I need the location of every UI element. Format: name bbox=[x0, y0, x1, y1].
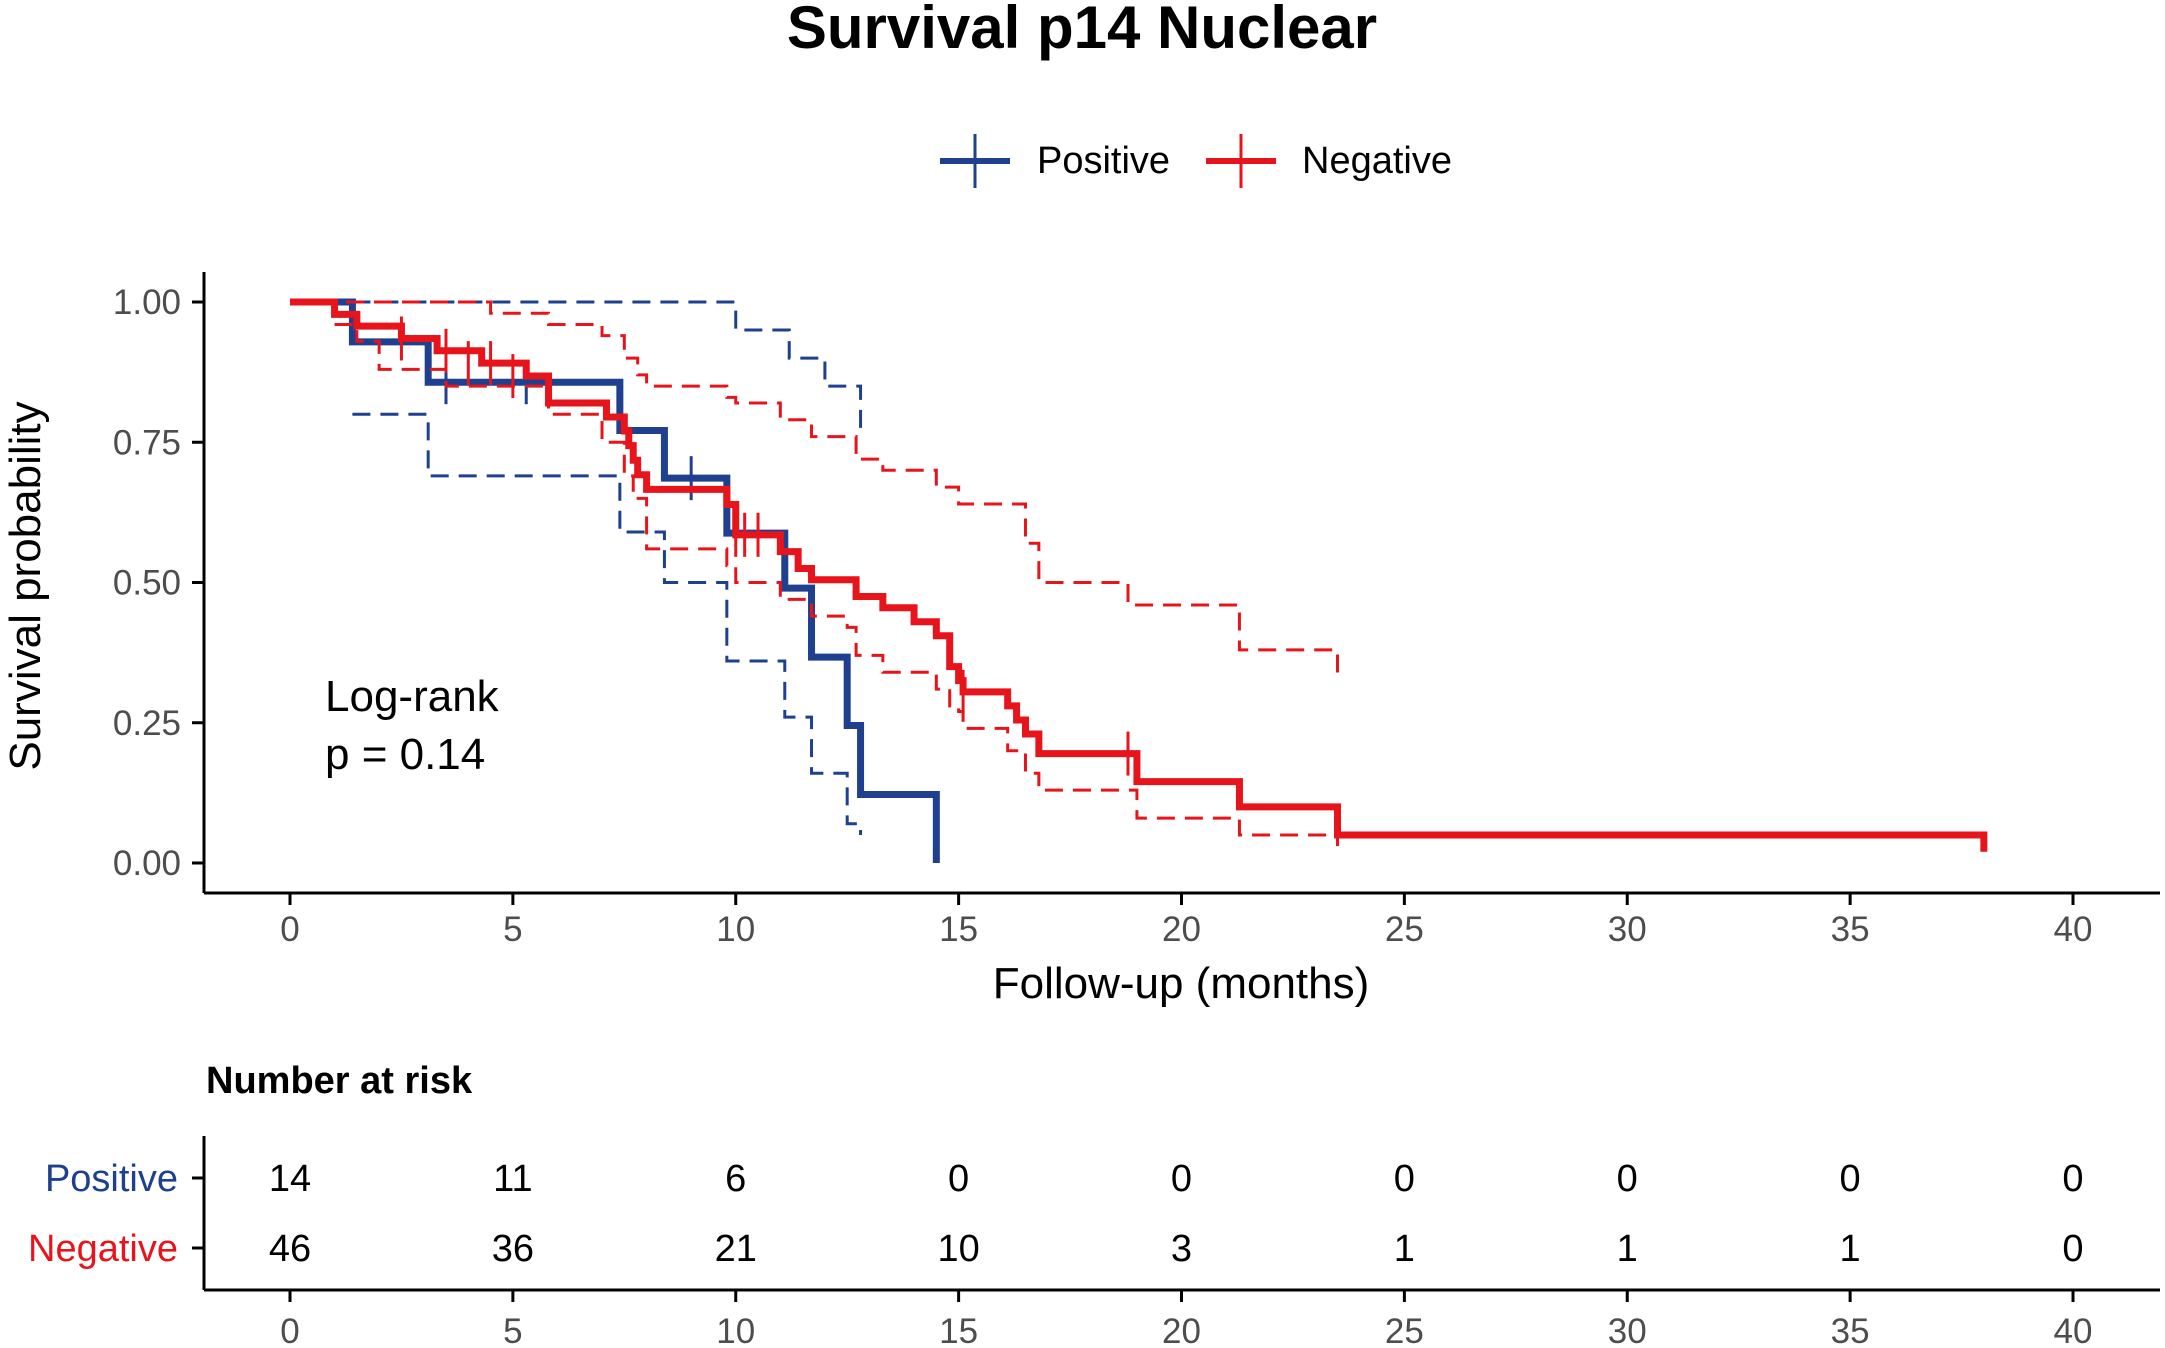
survival-curve-negative bbox=[290, 298, 1988, 852]
series-layer bbox=[290, 298, 1988, 863]
x-tick-label: 15 bbox=[939, 910, 978, 949]
risk-count-negative: 3 bbox=[1171, 1228, 1192, 1270]
risk-count-positive: 0 bbox=[2062, 1158, 2083, 1200]
x-tick-label: 35 bbox=[1831, 910, 1870, 949]
risk-count-negative: 46 bbox=[269, 1228, 311, 1270]
risk-x-tick-label: 35 bbox=[1831, 1312, 1870, 1348]
x-tick-label: 0 bbox=[280, 910, 299, 949]
risk-count-positive: 0 bbox=[1394, 1158, 1415, 1200]
survival-curve-positive bbox=[290, 298, 940, 863]
legend: Positive Negative bbox=[940, 134, 1452, 188]
series-negative bbox=[290, 298, 1988, 852]
x-tick-label: 20 bbox=[1162, 910, 1201, 949]
risk-count-positive: 14 bbox=[269, 1158, 311, 1200]
risk-x-tick-label: 10 bbox=[716, 1312, 755, 1348]
p-value-label: p = 0.14 bbox=[325, 730, 485, 779]
risk-table-title: Number at risk bbox=[206, 1060, 473, 1102]
y-tick-label: 0.25 bbox=[113, 704, 181, 743]
legend-label-negative: Negative bbox=[1302, 140, 1452, 182]
y-tick-label: 0.00 bbox=[113, 844, 181, 883]
risk-x-tick-label: 20 bbox=[1162, 1312, 1201, 1348]
logrank-label: Log-rank bbox=[325, 672, 500, 721]
risk-count-negative: 0 bbox=[2062, 1228, 2083, 1270]
x-tick-label: 5 bbox=[503, 910, 522, 949]
main-plot-axes: 0 5 10 15 20 25 30 35 40 0.00 0.25 0.50 0.75 1.00 bbox=[113, 272, 2160, 949]
risk-row-label-negative: Negative bbox=[28, 1228, 178, 1270]
x-tick-label: 10 bbox=[716, 910, 755, 949]
risk-x-tick-label: 40 bbox=[2054, 1312, 2093, 1348]
risk-count-negative: 1 bbox=[1840, 1228, 1861, 1270]
risk-count-positive: 11 bbox=[493, 1158, 532, 1200]
risk-count-negative: 10 bbox=[937, 1228, 979, 1270]
y-axis-label: Survival probability bbox=[1, 401, 50, 770]
chart-title: Survival p14 Nuclear bbox=[787, 0, 1377, 61]
risk-x-tick-label: 15 bbox=[939, 1312, 978, 1348]
x-tick-label: 40 bbox=[2054, 910, 2093, 949]
risk-count-negative: 21 bbox=[715, 1228, 757, 1270]
risk-x-tick-label: 0 bbox=[280, 1312, 299, 1348]
risk-count-positive: 0 bbox=[1840, 1158, 1861, 1200]
risk-row-label-positive: Positive bbox=[45, 1158, 178, 1200]
x-ticks: 0 5 10 15 20 25 30 35 40 bbox=[280, 893, 2092, 949]
risk-x-tick-label: 30 bbox=[1608, 1312, 1647, 1348]
risk-count-negative: 36 bbox=[492, 1228, 534, 1270]
ci-lower-positive bbox=[352, 412, 863, 835]
risk-count-positive: 0 bbox=[1617, 1158, 1638, 1200]
risk-count-negative: 1 bbox=[1394, 1228, 1415, 1270]
x-tick-label: 25 bbox=[1385, 910, 1424, 949]
ci-upper-negative bbox=[290, 300, 1340, 678]
risk-count-negative: 1 bbox=[1617, 1228, 1638, 1270]
y-tick-label: 0.75 bbox=[113, 423, 181, 462]
y-tick-label: 0.50 bbox=[113, 564, 181, 603]
risk-count-positive: 6 bbox=[725, 1158, 746, 1200]
x-axis-label: Follow-up (months) bbox=[993, 959, 1370, 1008]
y-tick-label: 1.00 bbox=[113, 283, 181, 322]
y-ticks: 0.00 0.25 0.50 0.75 1.00 bbox=[113, 283, 204, 883]
legend-label-positive: Positive bbox=[1037, 140, 1170, 182]
ci-upper-positive bbox=[352, 300, 863, 432]
x-tick-label: 30 bbox=[1608, 910, 1647, 949]
risk-count-positive: 0 bbox=[1171, 1158, 1192, 1200]
risk-count-positive: 0 bbox=[948, 1158, 969, 1200]
risk-x-tick-label: 5 bbox=[503, 1312, 522, 1348]
risk-x-tick-label: 25 bbox=[1385, 1312, 1424, 1348]
